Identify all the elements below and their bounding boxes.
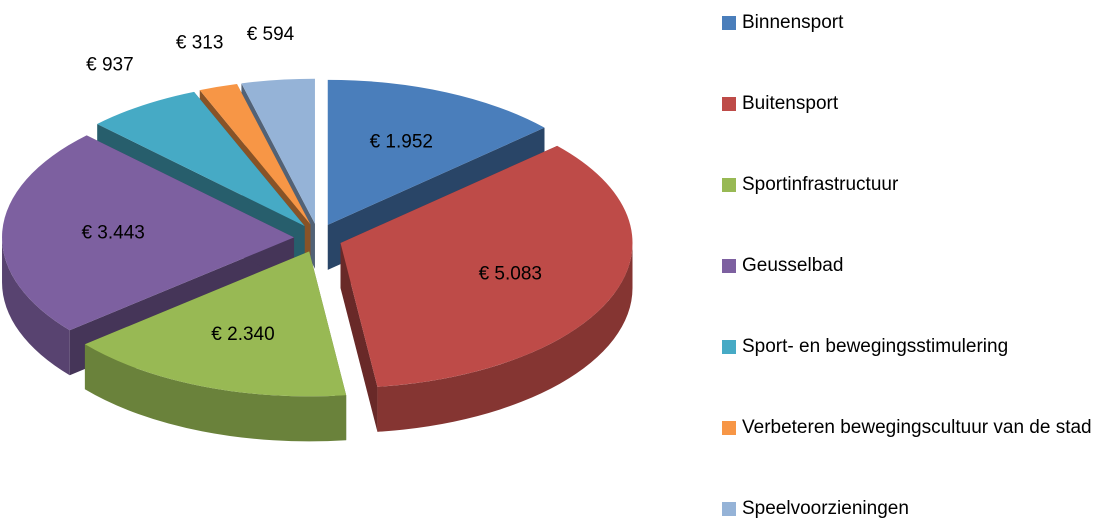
legend-label: Geusselbad xyxy=(742,255,844,276)
legend-swatch xyxy=(722,178,736,192)
legend-swatch xyxy=(722,97,736,111)
legend-item: Buitensport xyxy=(722,89,1102,119)
legend-swatch xyxy=(722,421,736,435)
slice-side xyxy=(377,243,633,432)
slice xyxy=(97,91,305,227)
pie-area: € 1.952 € 5.083 € 2.340 € 3.443 € 937 € 313 € … xyxy=(2,24,633,442)
legend-label: Verbeteren bewegingscultuur van de stad xyxy=(742,417,1092,438)
slice xyxy=(340,145,633,387)
legend-label: Buitensport xyxy=(742,93,839,114)
slice xyxy=(199,84,311,225)
slice xyxy=(84,251,347,397)
legend-label: Speelvoorzieningen xyxy=(742,498,909,519)
data-label: € 937 xyxy=(86,54,134,75)
data-label: € 5.083 xyxy=(479,263,542,284)
slice-wall xyxy=(340,243,378,432)
legend-item: Speelvoorzieningen xyxy=(722,494,1102,519)
data-label: € 2.340 xyxy=(211,324,274,345)
data-label: € 313 xyxy=(176,32,224,53)
legend-item: Sport- en bewegingsstimulering xyxy=(722,332,1102,362)
legend-item: Verbeteren bewegingscultuur van de stad xyxy=(722,413,1102,443)
legend-label: Binnensport xyxy=(742,12,844,33)
slice xyxy=(241,78,315,224)
legend-item: Sportinfrastructuur xyxy=(722,170,1102,200)
slice xyxy=(2,135,295,331)
data-label: € 594 xyxy=(247,24,295,45)
data-label: € 3.443 xyxy=(81,223,144,244)
slice-side xyxy=(84,344,347,442)
legend-item: Geusselbad xyxy=(722,251,1102,281)
slice xyxy=(327,79,545,225)
legend-swatch xyxy=(722,16,736,30)
legend-swatch xyxy=(722,259,736,273)
legend-item: Binnensport xyxy=(722,8,1102,38)
legend-swatch xyxy=(722,340,736,354)
legend-label: Sportinfrastructuur xyxy=(742,174,899,195)
slice-side xyxy=(2,237,70,376)
data-label: € 1.952 xyxy=(370,132,433,153)
legend-label: Sport- en bewegingsstimulering xyxy=(742,336,1009,357)
legend-swatch xyxy=(722,502,736,516)
